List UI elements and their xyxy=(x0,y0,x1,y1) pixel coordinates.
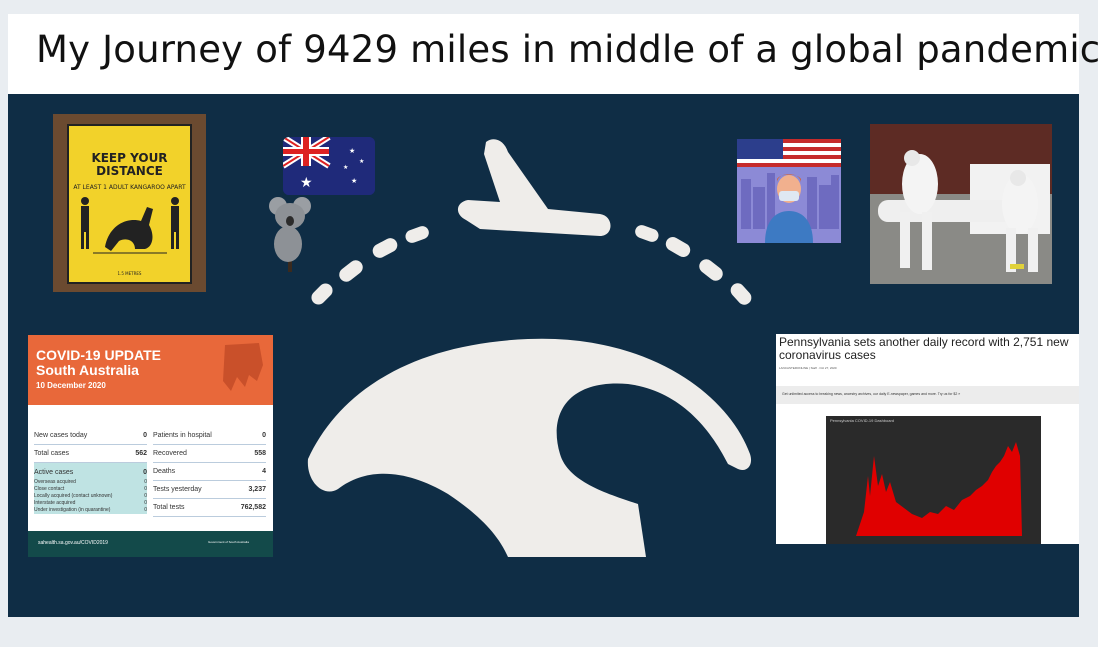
covid-footer-url: sahealth.sa.gov.au/COVID2019 xyxy=(38,540,108,546)
covid-right-column: Patients in hospital 0 Recovered 558 Death… xyxy=(153,427,266,517)
article-byline: LANCASTERONLINE | Staff · Oct 27, 2020 xyxy=(779,366,837,370)
covid-row: New cases today 0 xyxy=(34,427,147,445)
active-sub-row: Interstate acquired 0 xyxy=(34,499,147,506)
covid-row-label: Recovered xyxy=(153,450,187,457)
subscription-banner-text: Get unlimited access to breaking news, a… xyxy=(782,392,961,396)
covid-row: Total tests 762,582 xyxy=(153,499,266,517)
svg-text:★: ★ xyxy=(359,158,364,165)
active-cases-block: Active cases 0 Overseas acquired 0 Close c… xyxy=(34,463,147,514)
covid-row-label: Total tests xyxy=(153,504,185,511)
covid-row: Active cases 0 xyxy=(34,466,147,478)
active-sub-row: Under investigation (in quarantine) 0 xyxy=(34,506,147,514)
keep-distance-sign-image: KEEP YOUR DISTANCE AT LEAST 1 ADULT KANG… xyxy=(53,114,206,292)
active-sub-label: Overseas acquired xyxy=(34,478,76,485)
covid-row: Recovered 558 xyxy=(153,445,266,463)
pa-covid-dashboard-chart: Pennsylvania COVID-19 Dashboard xyxy=(826,416,1041,544)
presentation-slide: My Journey of 9429 miles in middle of a … xyxy=(8,14,1098,617)
covid-row-value: 762,582 xyxy=(240,504,266,511)
covid-card-title: COVID-19 UPDATE South Australia xyxy=(36,347,161,378)
kangaroo-icon xyxy=(80,197,179,254)
subscription-banner: Get unlimited access to breaking news, a… xyxy=(776,386,1079,404)
article-headline: Pennsylvania sets another daily record w… xyxy=(779,335,1069,362)
active-sub-value: 0 xyxy=(144,499,147,506)
active-sub-label: Interstate acquired xyxy=(34,499,76,506)
covid-row-label: Total cases xyxy=(34,450,70,457)
covid-row: Tests yesterday 3,237 xyxy=(153,481,266,499)
active-sub-value: 0 xyxy=(144,492,147,499)
sign-board: KEEP YOUR DISTANCE AT LEAST 1 ADULT KANG… xyxy=(67,124,192,284)
covid-row-label: Tests yesterday xyxy=(153,486,202,493)
airplane-icon xyxy=(457,139,611,236)
journey-graphic xyxy=(307,139,752,557)
covid-row: Deaths 4 xyxy=(153,463,266,481)
pennsylvania-news-article: Pennsylvania sets another daily record w… xyxy=(776,334,1079,544)
covid-row-label: Active cases xyxy=(34,468,74,476)
covid-row: Total cases 562 xyxy=(34,445,147,463)
covid-card-date: 10 December 2020 xyxy=(36,381,106,390)
active-sub-label: Locally acquired (contact unknown) xyxy=(34,492,113,499)
sa-government-logo: Government of South Australia xyxy=(208,540,249,544)
usa-flag-masked-person-image xyxy=(737,139,841,243)
svg-text:★: ★ xyxy=(300,175,313,191)
sign-footer: 1.5 METRES xyxy=(117,271,142,276)
covid-card-footer: sahealth.sa.gov.au/COVID2019 Government … xyxy=(28,531,273,557)
sign-heading: KEEP YOUR DISTANCE xyxy=(91,151,168,178)
pa-chart-title: Pennsylvania COVID-19 Dashboard xyxy=(830,418,895,423)
covid-row-label: Deaths xyxy=(153,468,176,475)
active-sub-row: Locally acquired (contact unknown) 0 xyxy=(34,492,147,499)
covid-row-value: 0 xyxy=(143,468,147,476)
slide-canvas: KEEP YOUR DISTANCE AT LEAST 1 ADULT KANG… xyxy=(8,94,1079,617)
south-australia-map-icon xyxy=(223,343,263,391)
covid-row-value: 558 xyxy=(254,450,266,457)
flight-path-dashes xyxy=(311,225,752,305)
svg-text:★: ★ xyxy=(343,164,348,171)
hazmat-workers-photo xyxy=(870,124,1052,284)
australia-flag-icon: ★ ★ ★ ★ ★ xyxy=(283,137,375,195)
covid-row-label: Patients in hospital xyxy=(153,432,212,439)
australia-flag-image: ★ ★ ★ ★ ★ xyxy=(283,137,375,195)
active-sub-row: Overseas acquired 0 xyxy=(34,478,147,485)
active-sub-value: 0 xyxy=(144,485,147,492)
svg-text:★: ★ xyxy=(349,147,355,155)
title-area: My Journey of 9429 miles in middle of a … xyxy=(8,14,1098,94)
usa-flag-icon xyxy=(737,139,841,243)
covid-row: Patients in hospital 0 xyxy=(153,427,266,445)
active-sub-value: 0 xyxy=(144,507,147,513)
covid-update-south-australia-card: COVID-19 UPDATE South Australia 10 Decem… xyxy=(28,335,273,557)
hazmat-scene xyxy=(870,124,1052,284)
covid-row-value: 0 xyxy=(262,432,266,439)
active-sub-label: Close contact xyxy=(34,485,65,492)
svg-text:★: ★ xyxy=(351,177,357,185)
covid-left-column: New cases today 0 Total cases 562 Active c… xyxy=(34,427,147,514)
pa-cases-bars xyxy=(846,442,1022,536)
covid-row-value: 0 xyxy=(143,432,147,439)
active-sub-value: 0 xyxy=(144,478,147,485)
browser-top-strip xyxy=(0,0,1098,12)
covid-card-header: COVID-19 UPDATE South Australia 10 Decem… xyxy=(28,335,273,405)
covid-row-value: 3,237 xyxy=(248,486,266,493)
slide-title[interactable]: My Journey of 9429 miles in middle of a … xyxy=(36,28,1098,71)
sign-subtext: AT LEAST 1 ADULT KANGAROO APART xyxy=(73,184,186,191)
covid-row-value: 562 xyxy=(135,450,147,457)
covid-row-label: New cases today xyxy=(34,432,88,439)
active-sub-label: Under investigation (in quarantine) xyxy=(34,507,111,513)
koala-icon xyxy=(269,197,311,272)
active-sub-row: Close contact 0 xyxy=(34,485,147,492)
covid-row-value: 4 xyxy=(262,468,266,475)
globe-arc-icon xyxy=(307,338,752,557)
